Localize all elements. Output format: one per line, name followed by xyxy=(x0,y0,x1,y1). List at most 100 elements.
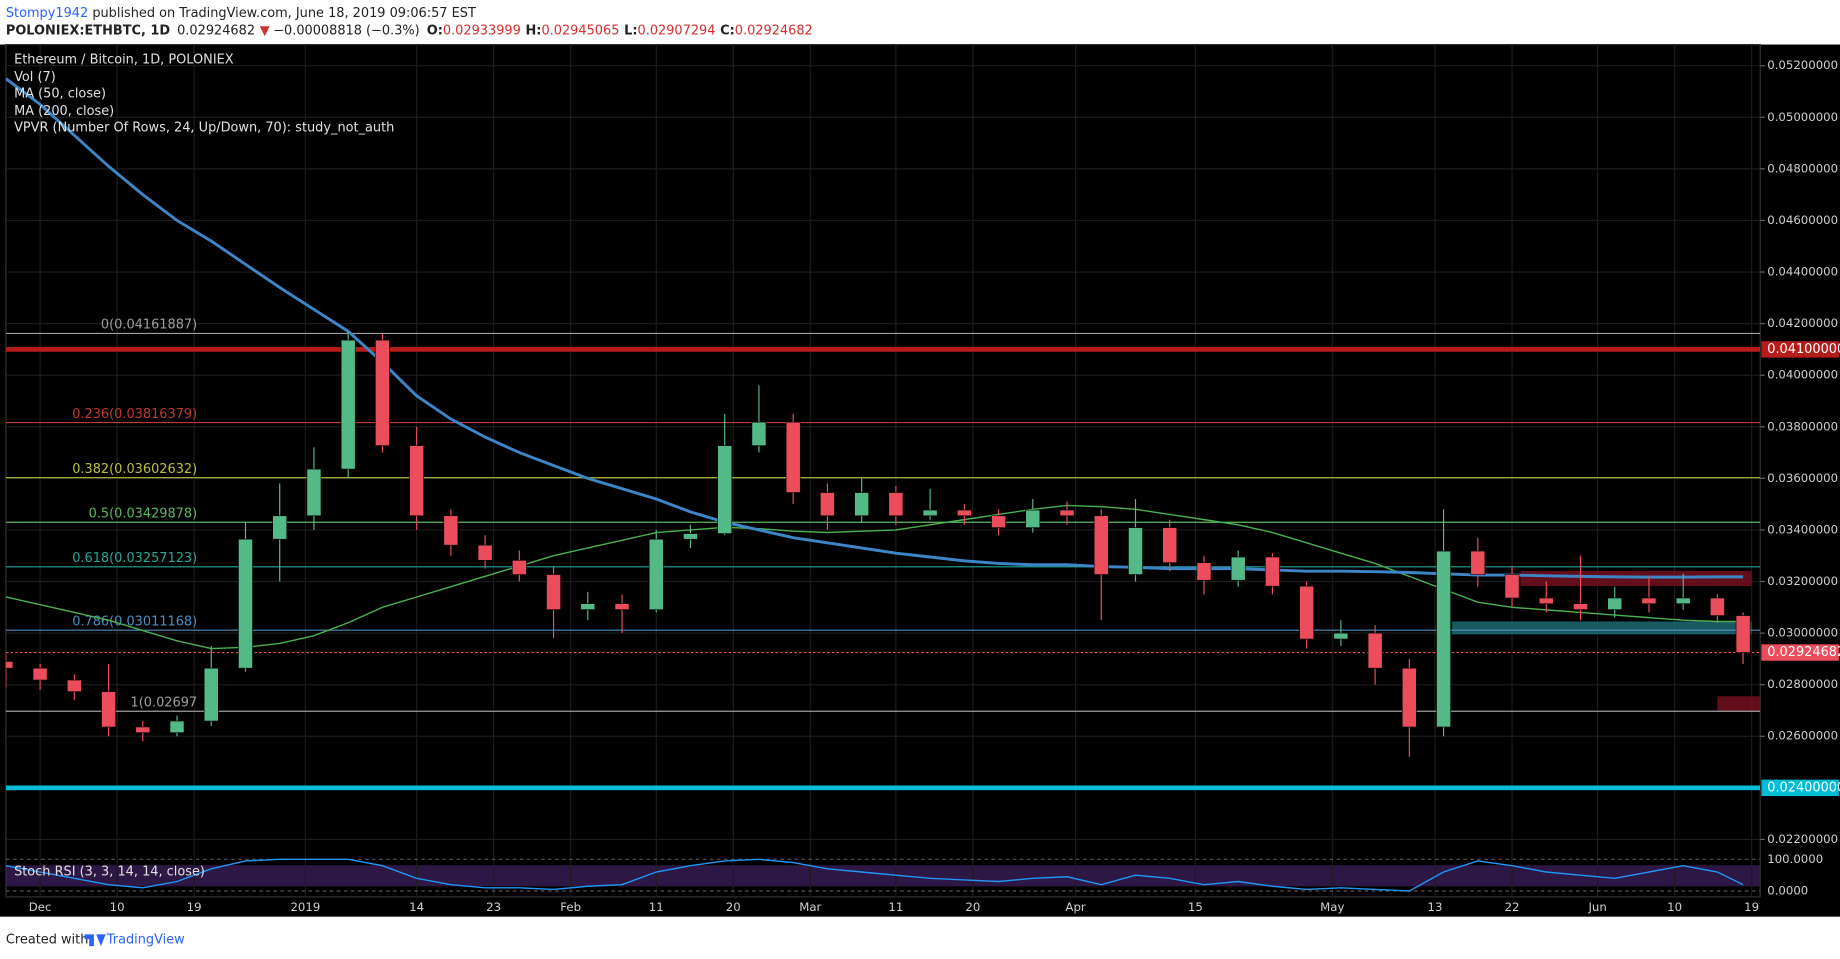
candle-body xyxy=(306,468,322,517)
candle-body xyxy=(169,720,185,733)
candle-body xyxy=(922,509,938,517)
fib-label: 0.236(0.03816379) xyxy=(72,407,197,422)
candle-body xyxy=(717,445,733,534)
candle-body xyxy=(101,691,116,728)
fib-label: 0.618(0.03257123) xyxy=(72,551,197,566)
candle-body xyxy=(1735,615,1751,653)
zone xyxy=(1452,621,1752,635)
fib-label: 0.786(0.03011168) xyxy=(72,615,197,630)
candle-body xyxy=(1573,603,1588,610)
fib-label: 1(0.02697 xyxy=(131,696,198,711)
y-tick-label: 0.05200000 xyxy=(1767,58,1838,72)
candle-body xyxy=(683,533,698,540)
candle-body xyxy=(32,667,48,681)
candle-body xyxy=(375,339,390,446)
candle-body xyxy=(340,339,356,470)
candle-body xyxy=(1299,585,1314,640)
y-tick-label: 0.03600000 xyxy=(1767,471,1838,485)
candle-body xyxy=(1402,667,1417,728)
x-tick-label: Feb xyxy=(560,900,581,914)
candle-body xyxy=(1265,556,1280,587)
x-tick-label: 13 xyxy=(1428,900,1443,914)
ma-line xyxy=(5,504,1744,650)
candle-body xyxy=(648,538,664,610)
fib-label: 0.382(0.03602632) xyxy=(72,462,197,477)
legend-ma200: MA (200, close) xyxy=(14,104,114,119)
candle-body xyxy=(1059,509,1075,517)
footer-created: Created with xyxy=(6,933,89,948)
y-tick-label: 0.03000000 xyxy=(1767,626,1838,640)
x-tick-label: 19 xyxy=(187,900,202,914)
open: 0.02933999 xyxy=(443,23,521,38)
candle-body xyxy=(888,492,904,517)
candle-body xyxy=(785,421,801,493)
candle-body xyxy=(820,492,835,517)
fib-label: 0(0.04161887) xyxy=(101,318,197,333)
x-tick-label: 20 xyxy=(726,900,741,914)
candle-body xyxy=(1504,574,1520,599)
candle-body xyxy=(614,603,630,610)
candle-body xyxy=(66,679,82,692)
x-tick-label: Apr xyxy=(1065,900,1085,914)
zone xyxy=(1520,570,1752,587)
last-price-tag xyxy=(1761,644,1839,661)
footer-brand[interactable]: TradingView xyxy=(106,933,185,948)
ma-line xyxy=(5,77,1744,579)
header-line: Stompy1942 published on TradingView.com,… xyxy=(6,5,476,20)
candle-body xyxy=(409,445,424,517)
logo xyxy=(84,934,106,947)
c-label: C: xyxy=(720,23,735,38)
low: 0.02907294 xyxy=(638,23,716,38)
x-tick-label: 19 xyxy=(1744,900,1759,914)
legend-ma50: MA (50, close) xyxy=(14,86,106,101)
x-tick-label: Dec xyxy=(29,900,52,914)
l-label: L: xyxy=(624,23,637,38)
footer-bg xyxy=(0,916,1840,959)
candle-body xyxy=(1093,515,1109,575)
level-label: 0.02400000 xyxy=(1767,780,1840,795)
candle-body xyxy=(991,515,1006,528)
x-tick-label: Jun xyxy=(1587,900,1606,914)
level-label: 0.04100000 xyxy=(1767,342,1840,357)
pane-border xyxy=(5,43,1761,898)
candle-body xyxy=(546,574,561,610)
zone xyxy=(1717,696,1761,712)
x-tick-label: Mar xyxy=(799,900,821,914)
candle-body xyxy=(751,421,767,446)
candle-body xyxy=(511,560,527,575)
y-tick-label: 0.04400000 xyxy=(1767,265,1838,279)
candle-body xyxy=(203,667,219,722)
last: 0.02924682 xyxy=(177,23,255,38)
x-tick-label: 10 xyxy=(1667,900,1682,914)
quote-line: POLONIEX:ETHBTC, 1D 0.02924682 ▼ −0.0000881… xyxy=(6,23,813,38)
level-tag xyxy=(1761,341,1839,358)
candle-body xyxy=(1607,597,1623,610)
x-tick-label: 20 xyxy=(965,900,980,914)
last-price-label: 0.02924682 xyxy=(1767,645,1840,660)
candle-body xyxy=(1196,562,1212,581)
candle-body xyxy=(1538,597,1554,604)
x-tick-label: 22 xyxy=(1505,900,1520,914)
candle-body xyxy=(5,661,14,669)
o-label: O: xyxy=(427,23,443,38)
x-tick-label: May xyxy=(1320,900,1344,914)
author: Stompy1942 xyxy=(6,5,88,20)
y-tick-label: 0.04200000 xyxy=(1767,316,1838,330)
x-tick-label: 14 xyxy=(409,900,424,914)
level-line xyxy=(5,785,1761,791)
stoch-tick-label: 100.0000 xyxy=(1767,852,1823,866)
high: 0.02945065 xyxy=(541,23,619,38)
chart-title: Ethereum / Bitcoin, 1D, POLONIEX xyxy=(14,52,234,67)
x-tick-label: 11 xyxy=(649,900,664,914)
y-tick-label: 0.02800000 xyxy=(1767,677,1838,691)
stoch-tick-label: 0.0000 xyxy=(1767,884,1808,898)
candle-body xyxy=(1230,556,1246,581)
candle-body xyxy=(477,544,493,561)
candle-body xyxy=(1641,597,1657,604)
legend-vol: Vol (7) xyxy=(14,70,56,85)
y-tick-label: 0.02600000 xyxy=(1767,729,1838,743)
candle-body xyxy=(1675,597,1691,604)
candle-body xyxy=(1162,527,1178,563)
candle-body xyxy=(957,509,972,517)
candle-body xyxy=(580,603,596,610)
